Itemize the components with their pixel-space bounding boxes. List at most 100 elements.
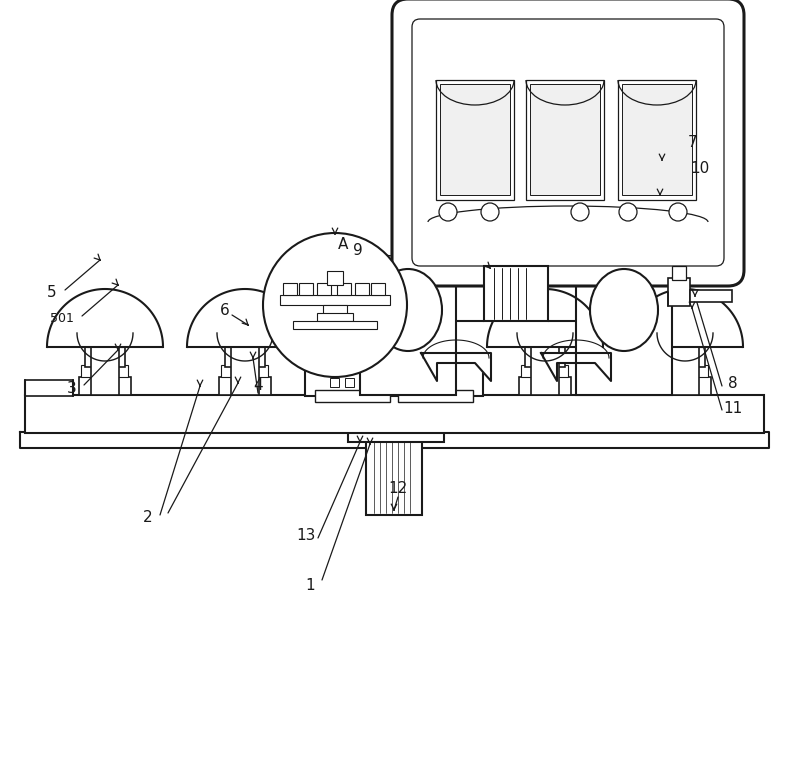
Bar	[85, 345, 125, 367]
Bar	[233, 365, 244, 377]
Bar	[323, 305, 347, 315]
Bar	[667, 335, 681, 347]
Bar	[337, 283, 351, 295]
Text: 10: 10	[690, 161, 709, 175]
Bar	[484, 266, 548, 321]
Polygon shape	[187, 289, 303, 347]
Bar	[231, 347, 259, 395]
Text: 13: 13	[297, 528, 316, 542]
Text: 5: 5	[47, 285, 57, 300]
Polygon shape	[421, 353, 491, 381]
Bar	[345, 378, 354, 387]
Bar	[257, 365, 268, 377]
Text: 3: 3	[67, 380, 77, 396]
Bar	[398, 390, 473, 402]
Bar	[618, 80, 696, 200]
Polygon shape	[541, 353, 611, 381]
Polygon shape	[627, 289, 743, 347]
Bar	[422, 320, 452, 362]
Bar	[360, 378, 369, 387]
Bar	[340, 320, 370, 362]
Bar	[25, 395, 764, 433]
Bar	[87, 335, 101, 347]
Bar	[527, 335, 541, 347]
Circle shape	[263, 233, 407, 377]
Bar	[428, 378, 437, 387]
Bar	[690, 290, 732, 302]
Text: A: A	[338, 236, 349, 252]
Ellipse shape	[590, 269, 658, 351]
Circle shape	[481, 203, 499, 221]
Circle shape	[669, 203, 687, 221]
Bar	[305, 360, 483, 396]
FancyBboxPatch shape	[412, 19, 724, 266]
Bar	[227, 335, 241, 347]
Bar	[293, 321, 377, 329]
Bar	[549, 335, 563, 347]
Bar	[283, 283, 297, 295]
Bar	[355, 283, 369, 295]
Bar	[246, 365, 257, 377]
Bar	[299, 283, 313, 295]
Bar	[109, 335, 123, 347]
Polygon shape	[47, 289, 163, 347]
Bar	[79, 377, 131, 395]
Bar	[344, 345, 366, 353]
Bar	[93, 365, 104, 377]
Bar	[219, 377, 271, 395]
Bar	[340, 330, 452, 340]
Text: 9: 9	[353, 243, 363, 258]
Text: 1: 1	[305, 578, 315, 593]
Text: 8: 8	[728, 376, 738, 390]
Circle shape	[619, 203, 637, 221]
Bar	[531, 347, 559, 395]
Bar	[661, 365, 672, 377]
Bar	[533, 365, 544, 377]
Bar	[106, 365, 117, 377]
Bar	[436, 80, 514, 200]
Text: 6: 6	[220, 302, 230, 317]
Bar	[526, 80, 604, 200]
Bar	[530, 84, 600, 195]
Bar	[249, 335, 263, 347]
Bar	[697, 365, 708, 377]
Bar	[672, 266, 686, 280]
Polygon shape	[487, 289, 603, 347]
Bar	[360, 265, 456, 395]
Bar	[221, 365, 232, 377]
Text: 11: 11	[724, 401, 742, 415]
Bar	[546, 365, 557, 377]
Bar	[280, 295, 390, 305]
Bar	[519, 377, 571, 395]
Bar	[443, 378, 452, 387]
Bar	[576, 265, 672, 395]
Text: 501: 501	[50, 311, 74, 324]
Bar	[426, 345, 448, 353]
Bar	[327, 271, 343, 285]
Ellipse shape	[374, 269, 442, 351]
Polygon shape	[20, 432, 769, 448]
Bar	[117, 365, 128, 377]
Bar	[557, 365, 568, 377]
Bar	[413, 378, 422, 387]
Bar	[668, 278, 690, 306]
Bar	[525, 345, 565, 367]
Bar	[521, 365, 532, 377]
Text: 12: 12	[388, 480, 408, 496]
Bar	[622, 84, 692, 195]
Bar	[25, 380, 73, 396]
FancyBboxPatch shape	[392, 0, 744, 286]
Bar	[671, 347, 699, 395]
Text: 7: 7	[688, 135, 697, 149]
Circle shape	[571, 203, 589, 221]
Bar	[659, 377, 711, 395]
Bar	[366, 440, 422, 515]
Bar	[665, 345, 705, 367]
Bar	[348, 418, 444, 442]
Text: 4: 4	[253, 377, 263, 392]
Bar	[371, 283, 385, 295]
Bar	[686, 365, 697, 377]
Bar	[330, 378, 339, 387]
Bar	[317, 313, 353, 321]
Text: 2: 2	[143, 510, 153, 526]
